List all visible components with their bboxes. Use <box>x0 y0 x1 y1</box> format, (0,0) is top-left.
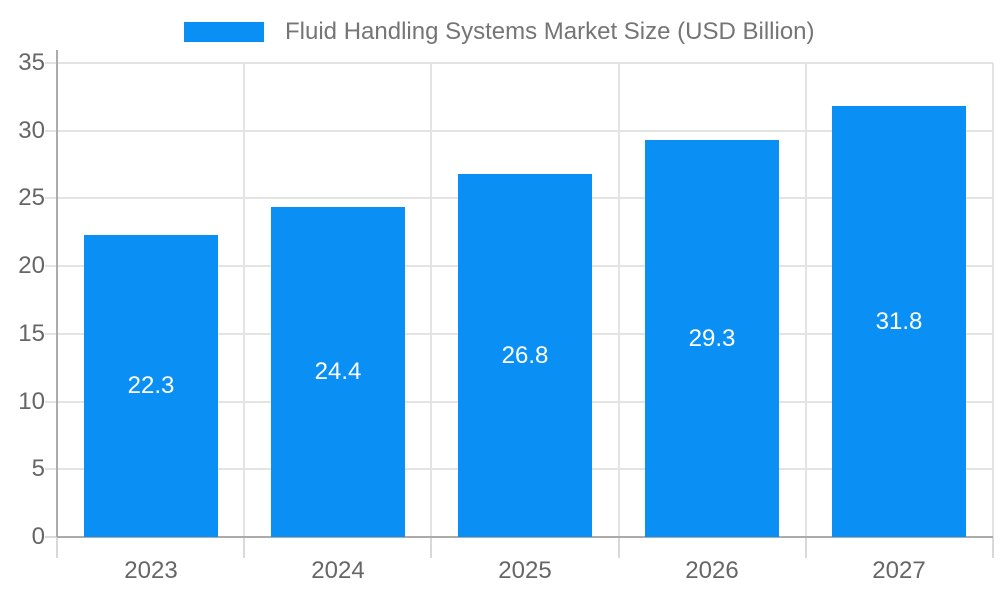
bar-2024 <box>271 206 405 537</box>
y-axis-label-15: 15 <box>18 319 45 347</box>
x-axis-label-2024: 2024 <box>311 557 365 584</box>
bar-value-label-2027: 31.8 <box>875 308 923 335</box>
xtick-boundary-4 <box>804 537 807 558</box>
bar-value-label-2026: 29.3 <box>688 325 736 352</box>
gridline-x-boundary-5 <box>992 63 994 537</box>
xtick-boundary-5 <box>992 537 994 558</box>
xtick-boundary-1 <box>243 537 246 558</box>
xtick-boundary-2 <box>430 537 433 558</box>
y-axis-line <box>56 50 58 537</box>
bar-2027 <box>832 106 966 537</box>
bar-2025 <box>458 174 592 537</box>
x-axis-label-2026: 2026 <box>685 557 739 584</box>
bar-2026 <box>645 140 779 537</box>
bar-2023 <box>84 234 218 537</box>
gridline-x-boundary-4 <box>804 63 807 537</box>
chart-legend: Fluid Handling Systems Market Size (USD … <box>0 0 1000 56</box>
gridline-x-boundary-1 <box>243 63 246 537</box>
xtick-boundary-3 <box>617 537 620 558</box>
gridline-x-boundary-2 <box>430 63 433 537</box>
y-axis-label-10: 10 <box>18 387 45 415</box>
bar-value-label-2025: 26.8 <box>501 342 549 369</box>
gridline-x-boundary-3 <box>617 63 620 537</box>
y-axis-label-25: 25 <box>18 184 45 212</box>
y-axis-label-30: 30 <box>18 116 45 144</box>
gridline-y-30 <box>45 129 993 132</box>
x-axis-label-2025: 2025 <box>498 557 552 584</box>
y-axis-label-20: 20 <box>18 252 45 280</box>
y-axis-label-5: 5 <box>31 455 45 483</box>
gridline-y-35 <box>45 62 993 64</box>
y-axis-label-0: 0 <box>31 523 45 550</box>
x-axis-label-2023: 2023 <box>124 557 178 584</box>
x-axis-line <box>57 536 993 538</box>
ytick-0 <box>45 536 57 538</box>
y-axis-label-35: 35 <box>18 49 45 76</box>
legend-swatch-icon <box>184 22 264 42</box>
legend-label: Fluid Handling Systems Market Size (USD … <box>285 18 815 45</box>
bar-value-label-2024: 24.4 <box>314 358 362 385</box>
xtick-boundary-0 <box>56 537 58 558</box>
x-axis-label-2027: 2027 <box>872 557 926 584</box>
bar-value-label-2023: 22.3 <box>127 372 175 399</box>
